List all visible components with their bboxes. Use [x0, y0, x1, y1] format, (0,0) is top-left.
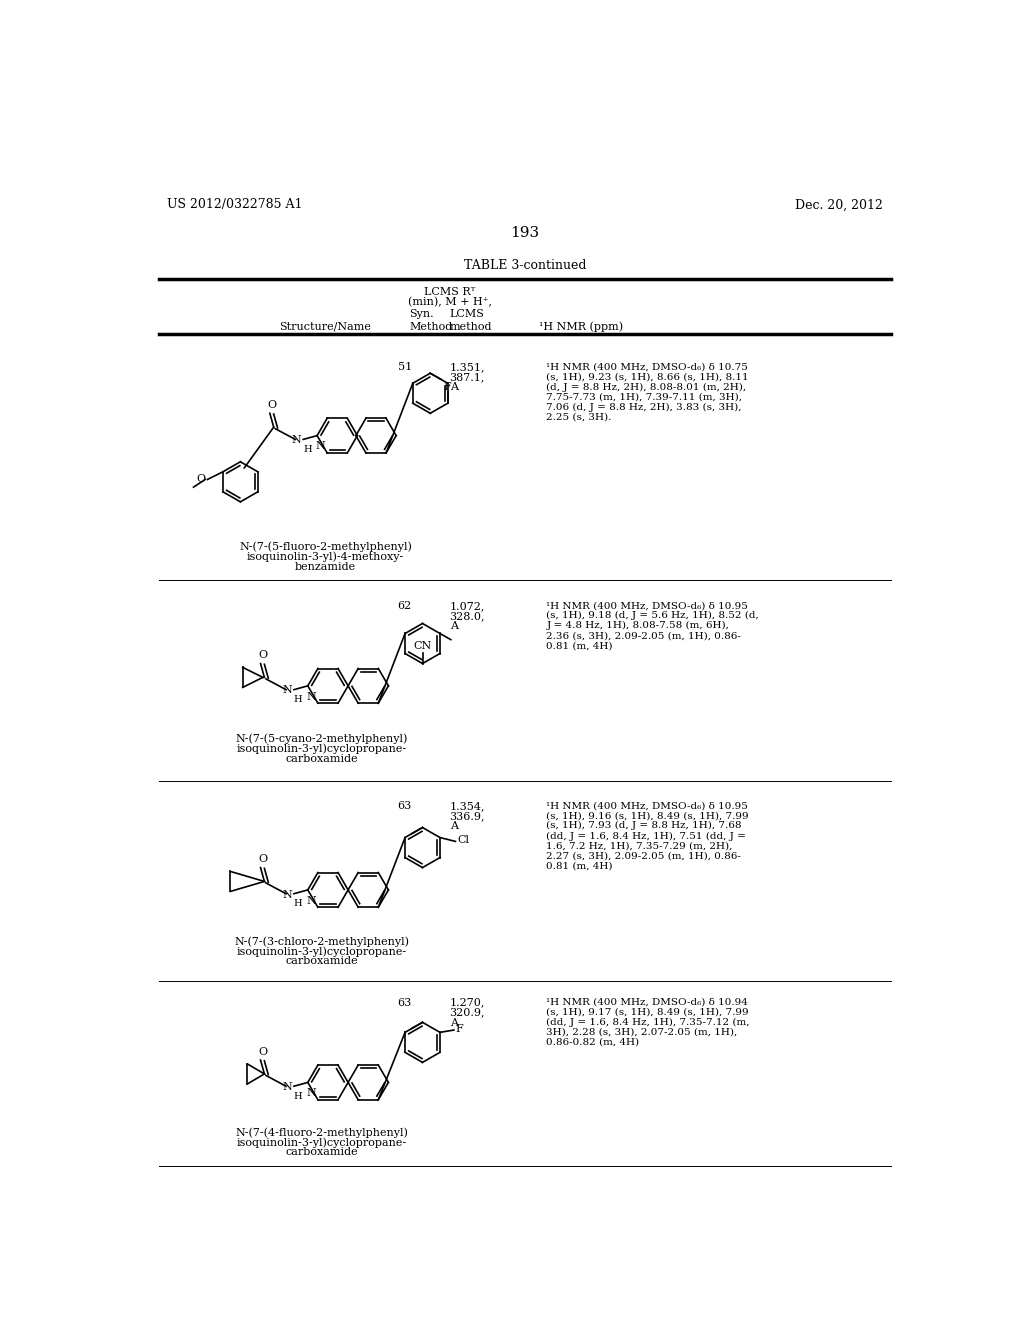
Text: ¹H NMR (ppm): ¹H NMR (ppm) [539, 322, 623, 333]
Text: carboxamide: carboxamide [286, 754, 358, 763]
Text: carboxamide: carboxamide [286, 956, 358, 966]
Text: H: H [294, 696, 302, 704]
Text: isoquinolin-3-yl)cyclopropane-: isoquinolin-3-yl)cyclopropane- [237, 743, 407, 754]
Text: ¹H NMR (400 MHz, DMSO-d₆) δ 10.75: ¹H NMR (400 MHz, DMSO-d₆) δ 10.75 [547, 363, 749, 371]
Text: O: O [267, 400, 276, 411]
Text: LCMS Rᵀ: LCMS Rᵀ [424, 286, 475, 297]
Text: N-(7-(3-chloro-2-methylphenyl): N-(7-(3-chloro-2-methylphenyl) [234, 936, 410, 946]
Text: isoquinolin-3-yl)cyclopropane-: isoquinolin-3-yl)cyclopropane- [237, 946, 407, 957]
Text: N-(7-(5-fluoro-2-methylphenyl): N-(7-(5-fluoro-2-methylphenyl) [240, 543, 412, 553]
Text: Cl: Cl [457, 834, 469, 845]
Text: 51: 51 [397, 363, 412, 372]
Text: N: N [306, 896, 316, 906]
Text: TABLE 3-continued: TABLE 3-continued [464, 259, 586, 272]
Text: (dd, J = 1.6, 8.4 Hz, 1H), 7.51 (dd, J =: (dd, J = 1.6, 8.4 Hz, 1H), 7.51 (dd, J = [547, 832, 746, 841]
Text: 2.36 (s, 3H), 2.09-2.05 (m, 1H), 0.86-: 2.36 (s, 3H), 2.09-2.05 (m, 1H), 0.86- [547, 631, 741, 640]
Text: 2.27 (s, 3H), 2.09-2.05 (m, 1H), 0.86-: 2.27 (s, 3H), 2.09-2.05 (m, 1H), 0.86- [547, 851, 741, 861]
Text: 7.06 (d, J = 8.8 Hz, 2H), 3.83 (s, 3H),: 7.06 (d, J = 8.8 Hz, 2H), 3.83 (s, 3H), [547, 403, 742, 412]
Text: LCMS: LCMS [450, 309, 484, 318]
Text: 387.1,: 387.1, [450, 372, 485, 383]
Text: (s, 1H), 9.23 (s, 1H), 8.66 (s, 1H), 8.11: (s, 1H), 9.23 (s, 1H), 8.66 (s, 1H), 8.1… [547, 372, 750, 381]
Text: CN: CN [414, 642, 432, 651]
Text: carboxamide: carboxamide [286, 1147, 358, 1158]
Text: H: H [303, 445, 311, 454]
Text: 63: 63 [397, 998, 412, 1007]
Text: N: N [292, 436, 302, 445]
Text: method: method [450, 322, 493, 331]
Text: F: F [456, 1023, 463, 1034]
Text: H: H [294, 1092, 302, 1101]
Text: 0.86-0.82 (m, 4H): 0.86-0.82 (m, 4H) [547, 1038, 640, 1047]
Text: (s, 1H), 7.93 (d, J = 8.8 Hz, 1H), 7.68: (s, 1H), 7.93 (d, J = 8.8 Hz, 1H), 7.68 [547, 821, 742, 830]
Text: isoquinolin-3-yl)cyclopropane-: isoquinolin-3-yl)cyclopropane- [237, 1137, 407, 1147]
Text: 0.81 (m, 4H): 0.81 (m, 4H) [547, 642, 613, 651]
Text: Method: Method [410, 322, 453, 331]
Text: N-(7-(4-fluoro-2-methylphenyl): N-(7-(4-fluoro-2-methylphenyl) [236, 1127, 409, 1138]
Text: ¹H NMR (400 MHz, DMSO-d₆) δ 10.95: ¹H NMR (400 MHz, DMSO-d₆) δ 10.95 [547, 601, 749, 610]
Text: O: O [258, 1047, 267, 1057]
Text: A: A [450, 1018, 458, 1028]
Text: N: N [306, 1088, 316, 1098]
Text: (min), M + H⁺,: (min), M + H⁺, [408, 297, 492, 308]
Text: 336.9,: 336.9, [450, 812, 485, 821]
Text: 1.270,: 1.270, [450, 998, 485, 1007]
Text: O: O [196, 474, 205, 484]
Text: N: N [283, 890, 292, 899]
Text: 193: 193 [510, 226, 540, 240]
Text: J = 4.8 Hz, 1H), 8.08-7.58 (m, 6H),: J = 4.8 Hz, 1H), 8.08-7.58 (m, 6H), [547, 622, 729, 630]
Text: ¹H NMR (400 MHz, DMSO-d₆) δ 10.95: ¹H NMR (400 MHz, DMSO-d₆) δ 10.95 [547, 801, 749, 810]
Text: Syn.: Syn. [410, 309, 434, 318]
Text: O: O [258, 651, 267, 660]
Text: (s, 1H), 9.16 (s, 1H), 8.49 (s, 1H), 7.99: (s, 1H), 9.16 (s, 1H), 8.49 (s, 1H), 7.9… [547, 812, 750, 820]
Text: ¹H NMR (400 MHz, DMSO-d₆) δ 10.94: ¹H NMR (400 MHz, DMSO-d₆) δ 10.94 [547, 998, 749, 1007]
Text: 320.9,: 320.9, [450, 1007, 485, 1018]
Text: N: N [315, 441, 326, 451]
Text: (s, 1H), 9.17 (s, 1H), 8.49 (s, 1H), 7.99: (s, 1H), 9.17 (s, 1H), 8.49 (s, 1H), 7.9… [547, 1007, 750, 1016]
Text: 328.0,: 328.0, [450, 611, 485, 622]
Text: N-(7-(5-cyano-2-methylphenyl): N-(7-(5-cyano-2-methylphenyl) [236, 734, 408, 744]
Text: 7.75-7.73 (m, 1H), 7.39-7.11 (m, 3H),: 7.75-7.73 (m, 1H), 7.39-7.11 (m, 3H), [547, 392, 742, 401]
Text: benzamide: benzamide [295, 562, 356, 572]
Text: O: O [258, 854, 267, 865]
Text: Structure/Name: Structure/Name [280, 322, 371, 331]
Text: Dec. 20, 2012: Dec. 20, 2012 [795, 198, 883, 211]
Text: 2.25 (s, 3H).: 2.25 (s, 3H). [547, 412, 612, 421]
Text: 63: 63 [397, 801, 412, 812]
Text: US 2012/0322785 A1: US 2012/0322785 A1 [167, 198, 302, 211]
Text: A: A [450, 622, 458, 631]
Text: 1.351,: 1.351, [450, 363, 485, 372]
Text: A: A [450, 383, 458, 392]
Text: (s, 1H), 9.18 (d, J = 5.6 Hz, 1H), 8.52 (d,: (s, 1H), 9.18 (d, J = 5.6 Hz, 1H), 8.52 … [547, 611, 759, 620]
Text: H: H [294, 899, 302, 908]
Text: isoquinolin-3-yl)-4-methoxy-: isoquinolin-3-yl)-4-methoxy- [247, 552, 404, 562]
Text: 1.354,: 1.354, [450, 801, 485, 812]
Text: (dd, J = 1.6, 8.4 Hz, 1H), 7.35-7.12 (m,: (dd, J = 1.6, 8.4 Hz, 1H), 7.35-7.12 (m, [547, 1018, 750, 1027]
Text: N: N [283, 685, 292, 696]
Text: 0.81 (m, 4H): 0.81 (m, 4H) [547, 862, 613, 870]
Text: (d, J = 8.8 Hz, 2H), 8.08-8.01 (m, 2H),: (d, J = 8.8 Hz, 2H), 8.08-8.01 (m, 2H), [547, 383, 746, 392]
Text: 1.6, 7.2 Hz, 1H), 7.35-7.29 (m, 2H),: 1.6, 7.2 Hz, 1H), 7.35-7.29 (m, 2H), [547, 841, 733, 850]
Text: 3H), 2.28 (s, 3H), 2.07-2.05 (m, 1H),: 3H), 2.28 (s, 3H), 2.07-2.05 (m, 1H), [547, 1028, 737, 1036]
Text: 62: 62 [397, 601, 412, 611]
Text: F: F [443, 381, 452, 392]
Text: 1.072,: 1.072, [450, 601, 485, 611]
Text: A: A [450, 821, 458, 832]
Text: N: N [283, 1082, 292, 1092]
Text: N: N [306, 692, 316, 702]
